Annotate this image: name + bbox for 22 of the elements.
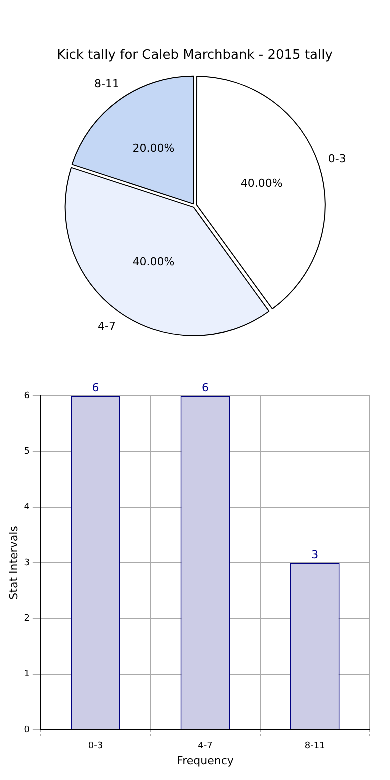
y-tick-label: 2 [24,614,30,624]
data-label: 40.00% [132,255,175,268]
slice-label: 4-7 [98,320,116,333]
y-tick-label: 5 [24,447,30,458]
x-tick-label: 0-3 [88,742,104,752]
y-axis-title: Stat Intervals [7,526,20,600]
y-tick-label: 6 [24,391,30,402]
data-label: 6 [202,381,209,394]
x-axis-title: Frequency [177,754,234,768]
slice-label: 8-11 [94,78,120,91]
data-label: 40.00% [240,176,283,190]
data-label: 6 [92,381,100,394]
y-tick-label: 3 [24,558,30,568]
y-tick-label: 4 [24,502,30,513]
x-tick-label: 4-7 [198,742,213,752]
data-label: 20.00% [132,142,175,155]
chart-title: Kick tally for Caleb Marchbank - 2015 tally [57,48,334,64]
slice-label: 0-3 [328,152,346,166]
data-label: 3 [312,548,319,562]
x-tick-label: 8-11 [304,742,326,752]
y-tick-label: 0 [24,725,30,736]
y-tick-label: 1 [24,670,30,680]
